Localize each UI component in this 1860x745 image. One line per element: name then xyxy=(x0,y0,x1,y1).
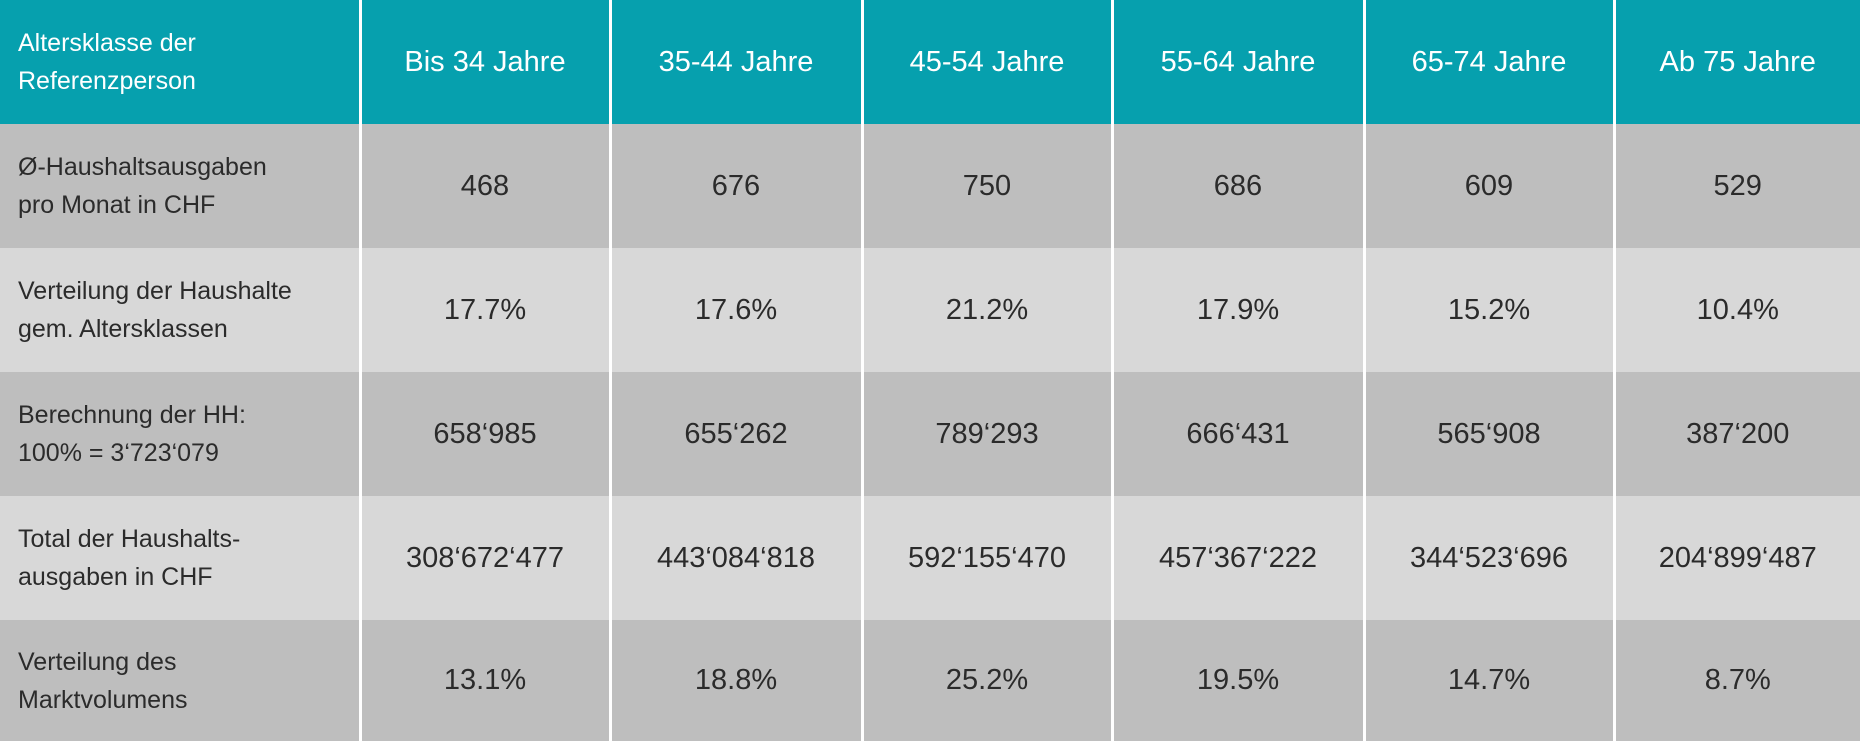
header-row-label: Altersklasse der Referenzperson xyxy=(0,0,360,124)
table-cell: 468 xyxy=(358,124,610,248)
table-cell: 592‘155‘470 xyxy=(860,496,1112,620)
table-row: Total der Haushalts- ausgaben in CHF 308… xyxy=(0,496,1860,620)
table-cell: 655‘262 xyxy=(608,372,862,496)
table-cell: 10.4% xyxy=(1612,248,1860,372)
table-cell: 666‘431 xyxy=(1110,372,1364,496)
table-row: Verteilung der Haushalte gem. Altersklas… xyxy=(0,248,1860,372)
table-cell: 19.5% xyxy=(1110,620,1364,741)
table-cell: 443‘084‘818 xyxy=(608,496,862,620)
table-cell: 18.8% xyxy=(608,620,862,741)
table-header-row: Altersklasse der Referenzperson Bis 34 J… xyxy=(0,0,1860,124)
table-cell: 529 xyxy=(1612,124,1860,248)
table-cell: 565‘908 xyxy=(1362,372,1614,496)
row-label: Total der Haushalts- ausgaben in CHF xyxy=(0,496,360,620)
table-cell: 750 xyxy=(860,124,1112,248)
column-header: 35-44 Jahre xyxy=(608,0,862,124)
table-row: Ø-Haushaltsausgaben pro Monat in CHF 468… xyxy=(0,124,1860,248)
table-cell: 13.1% xyxy=(358,620,610,741)
table-cell: 17.7% xyxy=(358,248,610,372)
table-cell: 21.2% xyxy=(860,248,1112,372)
table-cell: 789‘293 xyxy=(860,372,1112,496)
table-cell: 8.7% xyxy=(1612,620,1860,741)
column-header: 45-54 Jahre xyxy=(860,0,1112,124)
row-label: Ø-Haushaltsausgaben pro Monat in CHF xyxy=(0,124,360,248)
row-label: Verteilung des Marktvolumens xyxy=(0,620,360,741)
table-cell: 457‘367‘222 xyxy=(1110,496,1364,620)
table-row: Berechnung der HH: 100% = 3‘723‘079 658‘… xyxy=(0,372,1860,496)
table-cell: 17.9% xyxy=(1110,248,1364,372)
table-cell: 17.6% xyxy=(608,248,862,372)
table-cell: 387‘200 xyxy=(1612,372,1860,496)
table-cell: 204‘899‘487 xyxy=(1612,496,1860,620)
table-cell: 15.2% xyxy=(1362,248,1614,372)
table-cell: 14.7% xyxy=(1362,620,1614,741)
table-cell: 25.2% xyxy=(860,620,1112,741)
row-label: Verteilung der Haushalte gem. Altersklas… xyxy=(0,248,360,372)
column-header: Bis 34 Jahre xyxy=(358,0,610,124)
table-row: Verteilung des Marktvolumens 13.1% 18.8%… xyxy=(0,620,1860,741)
table-cell: 344‘523‘696 xyxy=(1362,496,1614,620)
table-cell: 308‘672‘477 xyxy=(358,496,610,620)
table-cell: 658‘985 xyxy=(358,372,610,496)
column-header: Ab 75 Jahre xyxy=(1612,0,1860,124)
table-cell: 609 xyxy=(1362,124,1614,248)
column-header: 65-74 Jahre xyxy=(1362,0,1614,124)
table-cell: 686 xyxy=(1110,124,1364,248)
row-label: Berechnung der HH: 100% = 3‘723‘079 xyxy=(0,372,360,496)
column-header: 55-64 Jahre xyxy=(1110,0,1364,124)
table-cell: 676 xyxy=(608,124,862,248)
